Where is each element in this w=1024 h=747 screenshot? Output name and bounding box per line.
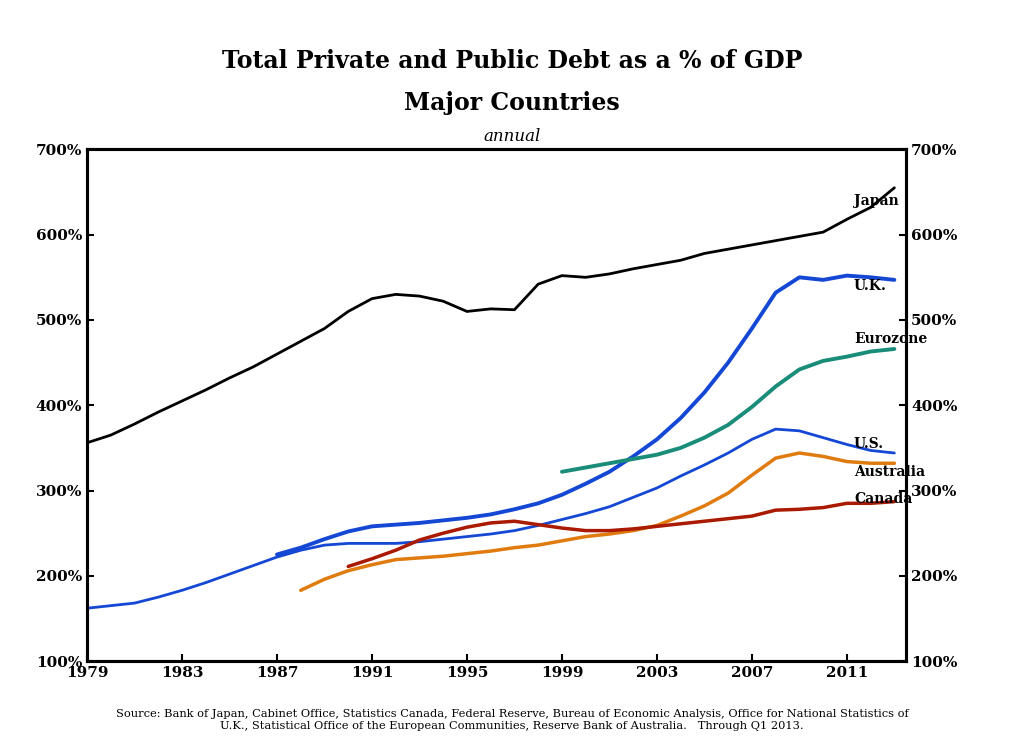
Text: U.S.: U.S. (854, 437, 884, 450)
Text: Total Private and Public Debt as a % of GDP: Total Private and Public Debt as a % of … (222, 49, 802, 72)
Text: Australia: Australia (854, 465, 925, 479)
Text: U.K.: U.K. (854, 279, 887, 293)
Text: Canada: Canada (854, 492, 912, 506)
Text: Japan: Japan (854, 193, 899, 208)
Text: Source: Bank of Japan, Cabinet Office, Statistics Canada, Federal Reserve, Burea: Source: Bank of Japan, Cabinet Office, S… (116, 709, 908, 731)
Text: annual: annual (483, 128, 541, 146)
Text: Eurozone: Eurozone (854, 332, 928, 346)
Text: Major Countries: Major Countries (404, 91, 620, 115)
